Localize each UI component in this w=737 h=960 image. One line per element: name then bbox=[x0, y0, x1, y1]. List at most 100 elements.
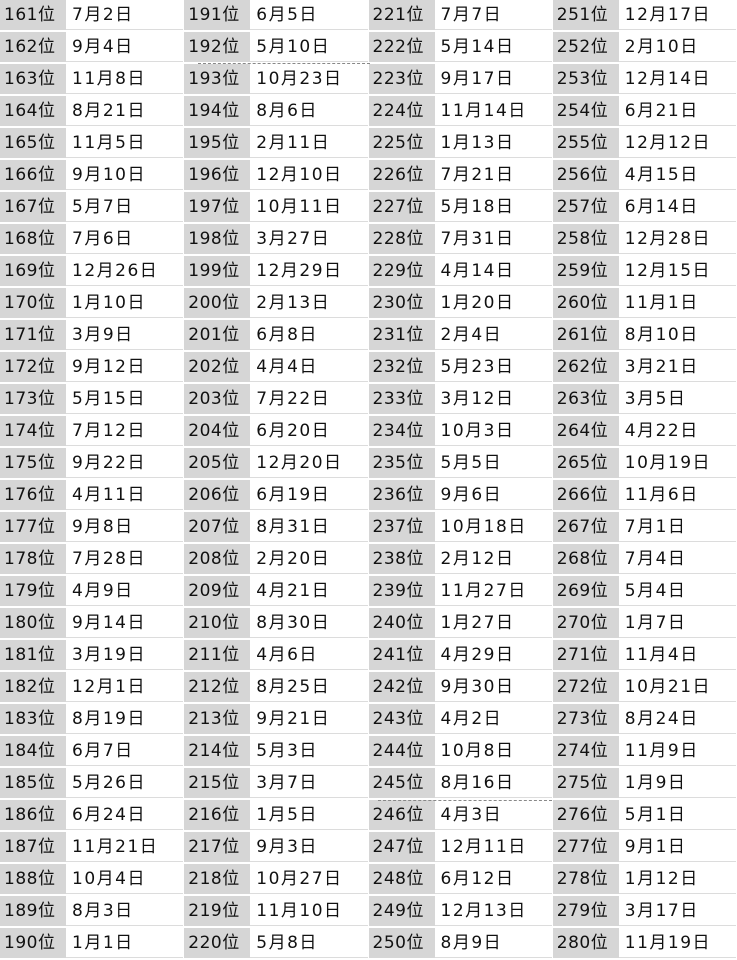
table-row: 202位 4月4日 bbox=[184, 352, 368, 384]
rank-cell: 273位 bbox=[552, 704, 619, 734]
date-cell: 9月21日 bbox=[250, 704, 368, 734]
date-cell: 12月14日 bbox=[618, 64, 736, 94]
rank-cell: 237位 bbox=[368, 512, 435, 542]
date-cell: 5月5日 bbox=[434, 448, 552, 478]
table-row: 208位 2月20日 bbox=[184, 544, 368, 576]
ranking-column: 191位 6月5日 192位 5月10日 193位 10月23日 194位 8月6日 195位 2… bbox=[184, 0, 369, 960]
rank-cell: 263位 bbox=[552, 384, 619, 414]
table-row: 198位 3月27日 bbox=[184, 224, 368, 256]
date-cell: 8月16日 bbox=[434, 768, 552, 798]
rank-cell: 265位 bbox=[552, 448, 619, 478]
rank-cell: 173位 bbox=[0, 384, 66, 414]
date-cell: 3月7日 bbox=[250, 768, 368, 798]
rank-cell: 233位 bbox=[368, 384, 435, 414]
date-cell: 10月23日 bbox=[250, 64, 368, 94]
date-cell: 4月21日 bbox=[250, 576, 368, 606]
table-row: 266位 11月6日 bbox=[552, 480, 736, 512]
date-cell: 7月22日 bbox=[250, 384, 368, 414]
date-cell: 10月8日 bbox=[434, 736, 552, 766]
rank-cell: 225位 bbox=[368, 128, 435, 158]
date-cell: 4月9日 bbox=[66, 576, 184, 606]
date-cell: 9月17日 bbox=[434, 64, 552, 94]
table-row: 180位 9月14日 bbox=[0, 608, 184, 640]
table-row: 184位 6月7日 bbox=[0, 736, 184, 768]
date-cell: 7月2日 bbox=[66, 0, 184, 30]
table-row: 181位 3月19日 bbox=[0, 640, 184, 672]
table-row: 239位 11月27日 bbox=[368, 576, 552, 608]
rank-cell: 171位 bbox=[0, 320, 66, 350]
date-cell: 7月21日 bbox=[434, 160, 552, 190]
table-row: 232位 5月23日 bbox=[368, 352, 552, 384]
rank-cell: 253位 bbox=[552, 64, 619, 94]
rank-cell: 168位 bbox=[0, 224, 66, 254]
rank-cell: 216位 bbox=[184, 800, 251, 830]
date-cell: 6月14日 bbox=[618, 192, 736, 222]
table-row: 196位 12月10日 bbox=[184, 160, 368, 192]
rank-cell: 198位 bbox=[184, 224, 251, 254]
dashed-divider bbox=[378, 800, 552, 801]
table-row: 217位 9月3日 bbox=[184, 832, 368, 864]
date-cell: 4月6日 bbox=[250, 640, 368, 670]
table-row: 230位 1月20日 bbox=[368, 288, 552, 320]
date-cell: 1月12日 bbox=[618, 864, 736, 894]
date-cell: 8月24日 bbox=[618, 704, 736, 734]
rank-cell: 254位 bbox=[552, 96, 619, 126]
rank-cell: 166位 bbox=[0, 160, 66, 190]
table-row: 211位 4月6日 bbox=[184, 640, 368, 672]
date-cell: 11月1日 bbox=[618, 288, 736, 318]
rank-cell: 170位 bbox=[0, 288, 66, 318]
rank-cell: 208位 bbox=[184, 544, 251, 574]
date-cell: 12月20日 bbox=[250, 448, 368, 478]
date-cell: 1月10日 bbox=[66, 288, 184, 318]
table-row: 176位 4月11日 bbox=[0, 480, 184, 512]
date-cell: 1月9日 bbox=[618, 768, 736, 798]
rank-cell: 165位 bbox=[0, 128, 66, 158]
date-cell: 12月1日 bbox=[66, 672, 184, 702]
date-cell: 11月19日 bbox=[618, 928, 736, 958]
table-row: 204位 6月20日 bbox=[184, 416, 368, 448]
date-cell: 12月29日 bbox=[250, 256, 368, 286]
rank-cell: 245位 bbox=[368, 768, 435, 798]
table-row: 222位 5月14日 bbox=[368, 32, 552, 64]
rank-cell: 167位 bbox=[0, 192, 66, 222]
date-cell: 8月10日 bbox=[618, 320, 736, 350]
date-cell: 3月5日 bbox=[618, 384, 736, 414]
rank-cell: 235位 bbox=[368, 448, 435, 478]
table-row: 212位 8月25日 bbox=[184, 672, 368, 704]
rank-cell: 206位 bbox=[184, 480, 251, 510]
date-cell: 3月21日 bbox=[618, 352, 736, 382]
table-row: 161位 7月2日 bbox=[0, 0, 184, 32]
rank-cell: 207位 bbox=[184, 512, 251, 542]
table-row: 255位 12月12日 bbox=[552, 128, 736, 160]
table-row: 179位 4月9日 bbox=[0, 576, 184, 608]
rank-cell: 268位 bbox=[552, 544, 619, 574]
table-row: 242位 9月30日 bbox=[368, 672, 552, 704]
rank-cell: 215位 bbox=[184, 768, 251, 798]
rank-cell: 193位 bbox=[184, 64, 251, 94]
rank-cell: 228位 bbox=[368, 224, 435, 254]
date-cell: 1月20日 bbox=[434, 288, 552, 318]
rank-cell: 244位 bbox=[368, 736, 435, 766]
rank-cell: 224位 bbox=[368, 96, 435, 126]
rank-cell: 238位 bbox=[368, 544, 435, 574]
rank-cell: 242位 bbox=[368, 672, 435, 702]
date-cell: 10月3日 bbox=[434, 416, 552, 446]
rank-cell: 194位 bbox=[184, 96, 251, 126]
rank-cell: 220位 bbox=[184, 928, 251, 958]
table-row: 249位 12月13日 bbox=[368, 896, 552, 928]
rank-cell: 229位 bbox=[368, 256, 435, 286]
date-cell: 5月1日 bbox=[618, 800, 736, 830]
table-row: 264位 4月22日 bbox=[552, 416, 736, 448]
rank-cell: 267位 bbox=[552, 512, 619, 542]
table-row: 246位 4月3日 bbox=[368, 800, 552, 832]
date-cell: 2月12日 bbox=[434, 544, 552, 574]
rank-cell: 200位 bbox=[184, 288, 251, 318]
date-cell: 5月8日 bbox=[250, 928, 368, 958]
table-row: 220位 5月8日 bbox=[184, 928, 368, 960]
date-cell: 4月22日 bbox=[618, 416, 736, 446]
table-row: 190位 1月1日 bbox=[0, 928, 184, 960]
table-row: 260位 11月1日 bbox=[552, 288, 736, 320]
rank-cell: 275位 bbox=[552, 768, 619, 798]
table-row: 267位 7月1日 bbox=[552, 512, 736, 544]
date-cell: 1月5日 bbox=[250, 800, 368, 830]
